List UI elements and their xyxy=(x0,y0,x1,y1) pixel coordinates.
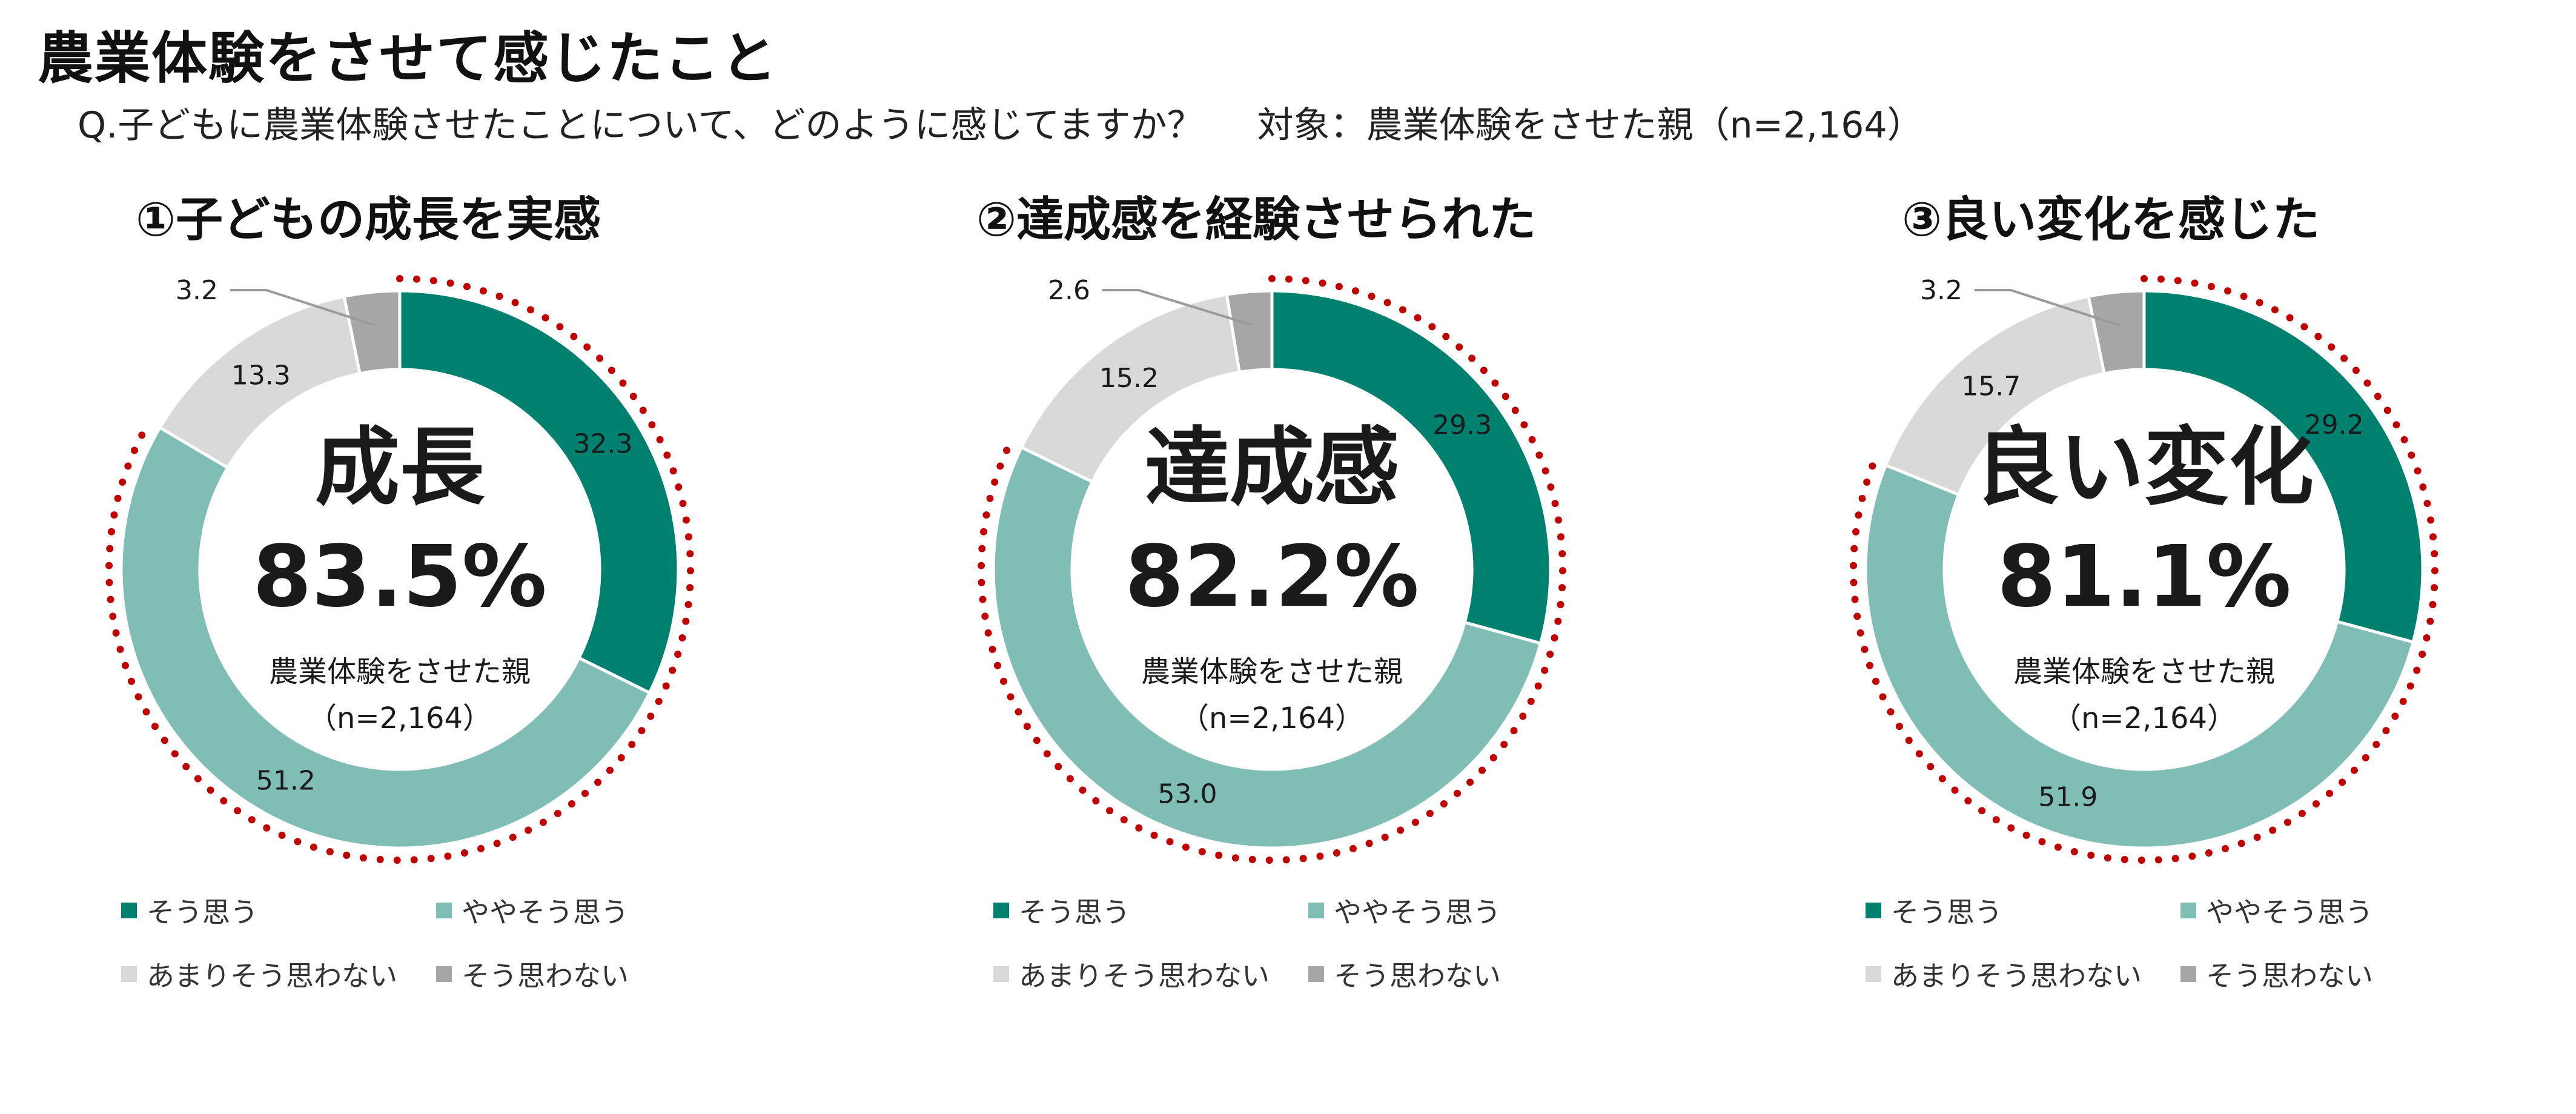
somewhat-agree-segment xyxy=(992,445,1543,850)
value-label: 51.9 xyxy=(2038,782,2098,813)
value-label: 13.3 xyxy=(231,360,291,391)
legend-item: ややそう思う xyxy=(1308,890,1501,930)
center-sample-size: （n=2,164） xyxy=(1180,701,1364,735)
legend-swatch xyxy=(1308,966,1324,982)
legend-item: ややそう思う xyxy=(436,890,629,930)
strongly-agree-segment xyxy=(398,289,680,695)
disagree-segment xyxy=(2087,289,2146,376)
center-subtitle: 農業体験をさせた親 xyxy=(2013,655,2275,689)
value-label: 32.3 xyxy=(574,429,633,460)
somewhat-agree-segment xyxy=(1864,463,2415,850)
center-sample-size: （n=2,164） xyxy=(2052,701,2236,735)
legend-label: そう思う xyxy=(1891,896,2002,929)
donut-chart: 32.3 51.2 13.3 3.2 成長 83.5% 農業体験をさせた親 （n=2,164） xyxy=(105,275,694,864)
legend-swatch xyxy=(436,966,452,982)
legend-swatch xyxy=(1866,966,1881,982)
center-subtitle: 農業体験をさせた親 xyxy=(1141,655,1403,689)
disagree-segment xyxy=(1225,289,1274,374)
chart-title: ①子どもの成長を実感 xyxy=(136,193,601,247)
center-label: 達成感 xyxy=(1145,419,1399,517)
legend-swatch xyxy=(1866,903,1881,918)
chart-panel-1: ①子どもの成長を実感 32.3 51.2 13.3 3.2 成長 83.5% 農業体験をさせ… xyxy=(105,182,981,1030)
value-label: 51.2 xyxy=(256,765,316,796)
value-label: 2.6 xyxy=(1048,275,1090,306)
somewhat-agree-segment xyxy=(119,425,652,850)
strongly-agree-segment xyxy=(1270,289,1552,646)
value-label: 3.2 xyxy=(1920,275,1962,306)
leader-line xyxy=(1102,289,1253,327)
chart-title: ②達成感を経験させられた xyxy=(976,193,1537,247)
legend-label: ややそう思う xyxy=(2206,896,2373,929)
legend-item: あまりそう思わない xyxy=(121,954,397,994)
chart-title: ③良い変化を感じた xyxy=(1902,193,2320,247)
legend-swatch xyxy=(436,903,452,918)
legend-swatch xyxy=(2180,966,2196,982)
legend-item: そう思わない xyxy=(2180,954,2373,994)
legend-label: あまりそう思わない xyxy=(1019,960,1270,992)
value-label: 29.2 xyxy=(2305,409,2364,440)
value-label: 15.7 xyxy=(1961,371,2021,402)
center-value: 82.2% xyxy=(1125,528,1419,626)
legend-item: そう思わない xyxy=(436,954,629,994)
legend-item: そう思う xyxy=(121,890,258,930)
legend-swatch xyxy=(993,966,1009,982)
value-label: 15.2 xyxy=(1099,363,1159,394)
legend-swatch xyxy=(2180,903,2196,918)
legend-label: ややそう思う xyxy=(462,896,629,929)
legend-label: そう思わない xyxy=(2206,960,2373,992)
agree-highlight-outline xyxy=(1850,275,2439,864)
legend-swatch xyxy=(993,903,1009,918)
chart-panel-3: ③良い変化を感じた 29.2 51.9 15.7 3.2 良い変化 81.1% 農業体験をさ… xyxy=(1850,182,2576,1030)
value-label: 29.3 xyxy=(1432,410,1492,441)
center-sample-size: （n=2,164） xyxy=(308,701,492,735)
legend-item: あまりそう思わない xyxy=(993,954,1270,994)
target-text: 対象：農業体験をさせた親（n=2,164） xyxy=(1257,104,1924,147)
legend-item: ややそう思う xyxy=(2180,890,2373,930)
donut-chart: 29.2 51.9 15.7 3.2 良い変化 81.1% 農業体験をさせた親 （n=2,16… xyxy=(1850,275,2439,864)
value-label: 3.2 xyxy=(176,275,218,306)
legend-item: そう思う xyxy=(1866,890,2002,930)
strongly-agree-segment xyxy=(2142,289,2425,645)
legend-item: そう思う xyxy=(993,890,1130,930)
legend-label: あまりそう思わない xyxy=(1891,960,2142,992)
legend-label: そう思わない xyxy=(462,960,629,992)
center-value: 83.5% xyxy=(253,528,547,626)
leader-line xyxy=(1975,289,2120,327)
leader-line xyxy=(230,289,376,327)
legend-swatch xyxy=(1308,903,1324,918)
legend-swatch xyxy=(121,966,137,982)
legend-label: そう思う xyxy=(1019,896,1130,929)
center-subtitle: 農業体験をさせた親 xyxy=(269,655,531,689)
legend-label: あまりそう思わない xyxy=(147,960,397,992)
question-line: Q.子どもに農業体験させたことについて、どのように感じてますか？ 対象：農業体験… xyxy=(78,96,1924,148)
center-label: 良い変化 xyxy=(1975,419,2314,517)
center-label: 成長 xyxy=(315,419,485,517)
chart-panel-2: ②達成感を経験させられた 29.3 53.0 15.2 2.6 達成感 82.2% 農業体験… xyxy=(976,182,1853,1030)
legend-label: ややそう思う xyxy=(1334,896,1501,929)
legend-swatch xyxy=(121,903,137,918)
disagree-segment xyxy=(342,289,402,376)
question-text: Q.子どもに農業体験させたことについて、どのように感じてますか？ xyxy=(78,104,1204,147)
legend-label: そう思う xyxy=(147,896,258,929)
page-title: 農業体験をさせて感じたこと xyxy=(38,26,778,91)
donut-chart: 29.3 53.0 15.2 2.6 達成感 82.2% 農業体験をさせた親 （n=2,164… xyxy=(978,275,1566,864)
legend-item: あまりそう思わない xyxy=(1866,954,2142,994)
legend-label: そう思わない xyxy=(1334,960,1501,992)
agree-highlight-outline xyxy=(105,275,694,864)
legend-item: そう思わない xyxy=(1308,954,1501,994)
value-label: 53.0 xyxy=(1158,779,1217,810)
center-value: 81.1% xyxy=(1997,528,2291,626)
